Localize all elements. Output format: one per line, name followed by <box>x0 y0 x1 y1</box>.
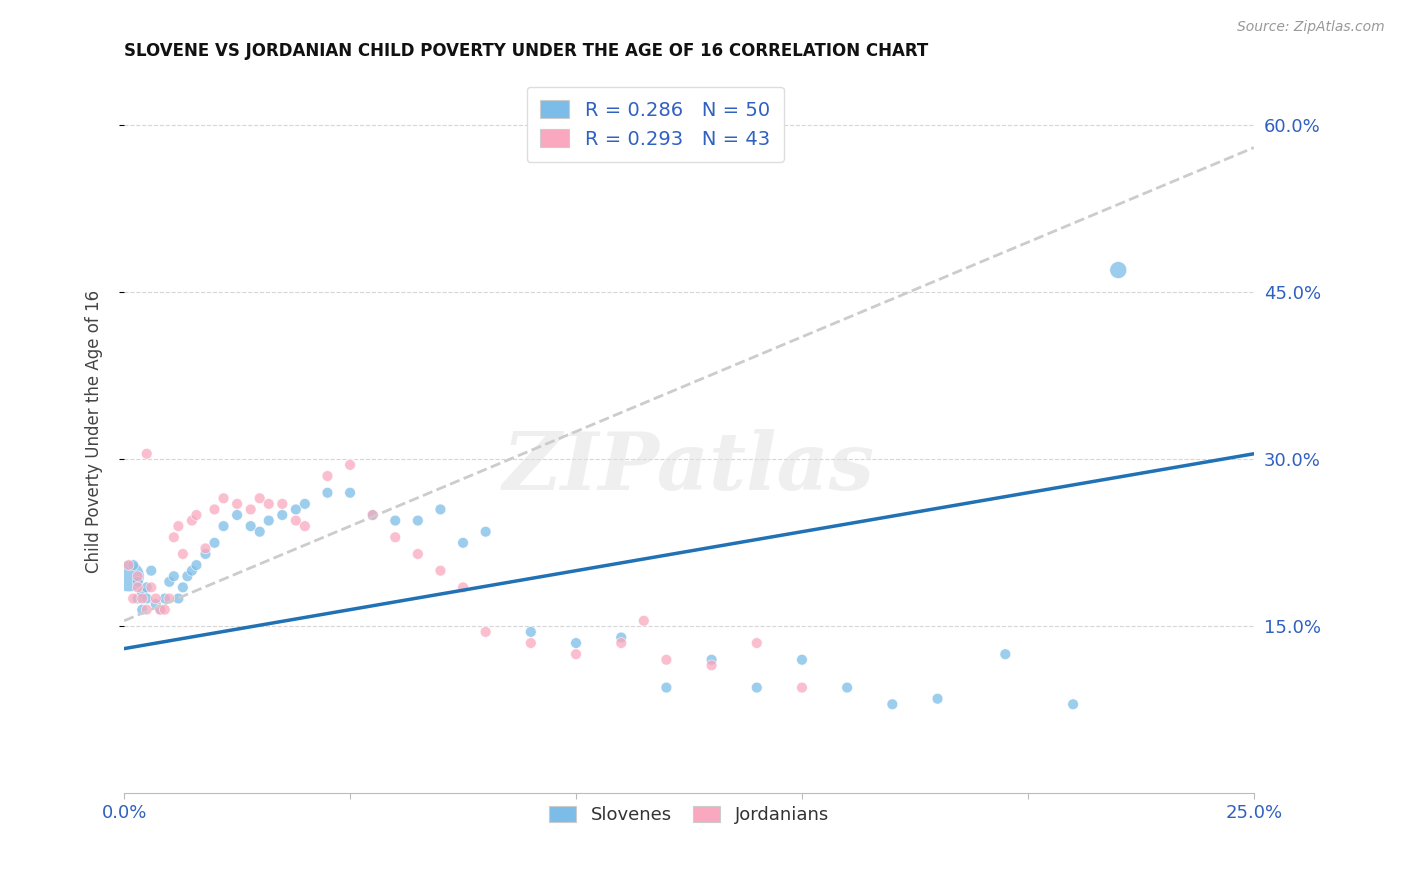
Text: ZIPatlas: ZIPatlas <box>503 429 875 507</box>
Point <box>745 681 768 695</box>
Point <box>1107 263 1129 277</box>
Point <box>474 624 496 639</box>
Point <box>212 491 235 506</box>
Point <box>167 591 190 606</box>
Point <box>153 591 176 606</box>
Point <box>239 519 262 533</box>
Point <box>186 508 208 522</box>
Point <box>700 653 723 667</box>
Point <box>339 485 361 500</box>
Point <box>172 547 194 561</box>
Point <box>131 591 153 606</box>
Point <box>135 591 157 606</box>
Point <box>316 485 339 500</box>
Y-axis label: Child Poverty Under the Age of 16: Child Poverty Under the Age of 16 <box>86 290 103 573</box>
Point <box>149 602 172 616</box>
Point <box>127 569 149 583</box>
Point <box>339 458 361 472</box>
Point <box>474 524 496 539</box>
Point <box>226 497 249 511</box>
Text: SLOVENE VS JORDANIAN CHILD POVERTY UNDER THE AGE OF 16 CORRELATION CHART: SLOVENE VS JORDANIAN CHILD POVERTY UNDER… <box>124 42 928 60</box>
Point <box>145 591 167 606</box>
Point <box>257 514 280 528</box>
Point <box>406 514 429 528</box>
Point <box>204 502 226 516</box>
Point <box>239 502 262 516</box>
Point <box>429 502 451 516</box>
Point <box>790 681 813 695</box>
Point <box>249 524 271 539</box>
Point <box>163 569 186 583</box>
Point <box>135 602 157 616</box>
Point <box>655 653 678 667</box>
Point <box>994 647 1017 661</box>
Point <box>837 681 859 695</box>
Point <box>180 514 202 528</box>
Point <box>384 530 406 544</box>
Point <box>316 469 339 483</box>
Point <box>384 514 406 528</box>
Point <box>1062 698 1084 712</box>
Point <box>565 647 588 661</box>
Point <box>882 698 904 712</box>
Point <box>361 508 384 522</box>
Point <box>157 591 180 606</box>
Point <box>927 691 949 706</box>
Point <box>790 653 813 667</box>
Point <box>153 602 176 616</box>
Point <box>520 636 543 650</box>
Point <box>271 497 294 511</box>
Point <box>655 681 678 695</box>
Point <box>118 558 141 573</box>
Point <box>361 508 384 522</box>
Point <box>157 574 180 589</box>
Point <box>226 508 249 522</box>
Point <box>127 574 149 589</box>
Point <box>249 491 271 506</box>
Point <box>186 558 208 573</box>
Point <box>633 614 655 628</box>
Text: Source: ZipAtlas.com: Source: ZipAtlas.com <box>1237 20 1385 34</box>
Point <box>294 519 316 533</box>
Point <box>284 514 307 528</box>
Point <box>204 536 226 550</box>
Point <box>172 580 194 594</box>
Point <box>163 530 186 544</box>
Point <box>610 636 633 650</box>
Point <box>127 591 149 606</box>
Point <box>141 580 163 594</box>
Point <box>271 508 294 522</box>
Point <box>257 497 280 511</box>
Point <box>700 658 723 673</box>
Point <box>745 636 768 650</box>
Point <box>141 564 163 578</box>
Point <box>131 586 153 600</box>
Point <box>451 580 474 594</box>
Point <box>145 597 167 611</box>
Point <box>520 624 543 639</box>
Point <box>212 519 235 533</box>
Point <box>122 591 145 606</box>
Point <box>610 631 633 645</box>
Point <box>194 541 217 556</box>
Point <box>429 564 451 578</box>
Point <box>180 564 202 578</box>
Point <box>294 497 316 511</box>
Point <box>451 536 474 550</box>
Point <box>122 558 145 573</box>
Point <box>194 547 217 561</box>
Point <box>131 602 153 616</box>
Point <box>176 569 198 583</box>
Point <box>167 519 190 533</box>
Point <box>135 447 157 461</box>
Point <box>406 547 429 561</box>
Point <box>284 502 307 516</box>
Point <box>127 580 149 594</box>
Legend: Slovenes, Jordanians: Slovenes, Jordanians <box>538 795 839 835</box>
Point <box>149 602 172 616</box>
Point <box>135 580 157 594</box>
Point <box>118 569 141 583</box>
Point <box>565 636 588 650</box>
